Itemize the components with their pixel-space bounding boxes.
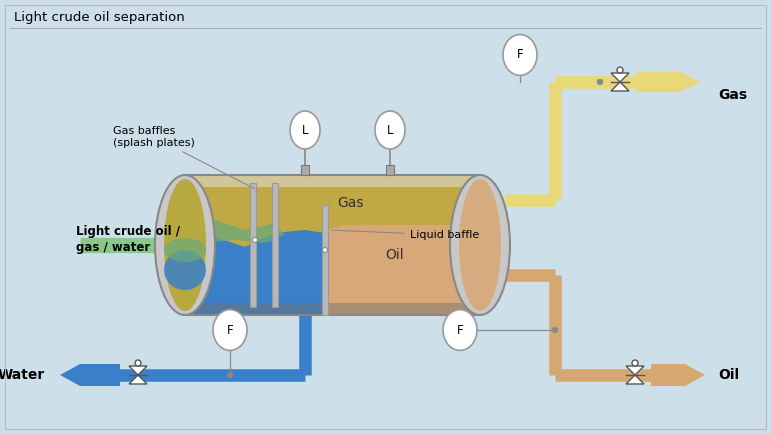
FancyBboxPatch shape	[386, 165, 394, 175]
FancyBboxPatch shape	[322, 205, 328, 315]
Text: Gas: Gas	[718, 88, 747, 102]
Text: F: F	[456, 323, 463, 336]
Polygon shape	[626, 366, 644, 375]
Polygon shape	[611, 73, 629, 82]
Text: Light crude oil /: Light crude oil /	[76, 224, 180, 237]
FancyBboxPatch shape	[185, 175, 480, 315]
Ellipse shape	[450, 175, 510, 315]
Polygon shape	[163, 234, 199, 256]
Text: F: F	[517, 49, 524, 62]
Text: Water: Water	[0, 368, 45, 382]
Ellipse shape	[164, 238, 206, 262]
Polygon shape	[60, 364, 120, 386]
Ellipse shape	[443, 309, 477, 350]
Text: Light crude oil separation: Light crude oil separation	[14, 11, 185, 24]
Polygon shape	[636, 72, 700, 92]
Circle shape	[135, 360, 141, 366]
Circle shape	[322, 247, 328, 253]
Circle shape	[598, 79, 602, 85]
Polygon shape	[190, 230, 325, 315]
Polygon shape	[129, 366, 147, 375]
Ellipse shape	[375, 111, 405, 149]
Polygon shape	[129, 375, 147, 384]
FancyBboxPatch shape	[185, 175, 480, 187]
Text: L: L	[387, 124, 393, 137]
Ellipse shape	[290, 111, 320, 149]
Text: Gas: Gas	[337, 196, 364, 210]
Polygon shape	[651, 364, 705, 386]
Ellipse shape	[164, 179, 206, 311]
FancyBboxPatch shape	[185, 303, 480, 315]
Polygon shape	[611, 82, 629, 91]
Ellipse shape	[459, 179, 501, 311]
Text: gas / water: gas / water	[76, 241, 150, 254]
Circle shape	[553, 328, 557, 332]
FancyBboxPatch shape	[250, 183, 256, 307]
Polygon shape	[325, 225, 475, 315]
Circle shape	[632, 360, 638, 366]
Ellipse shape	[503, 35, 537, 76]
Text: F: F	[227, 323, 234, 336]
Circle shape	[227, 372, 233, 378]
Ellipse shape	[164, 250, 206, 290]
Text: L: L	[301, 124, 308, 137]
FancyBboxPatch shape	[272, 183, 278, 307]
Polygon shape	[626, 375, 644, 384]
Text: Oil: Oil	[718, 368, 739, 382]
Ellipse shape	[155, 175, 215, 315]
Ellipse shape	[213, 309, 247, 350]
Text: Liquid baffle: Liquid baffle	[332, 230, 480, 240]
Polygon shape	[190, 220, 285, 243]
FancyBboxPatch shape	[301, 165, 309, 175]
Text: Oil: Oil	[386, 248, 404, 262]
Text: Gas baffles
(splash plates): Gas baffles (splash plates)	[113, 126, 254, 189]
Circle shape	[617, 67, 623, 73]
Circle shape	[252, 237, 258, 243]
